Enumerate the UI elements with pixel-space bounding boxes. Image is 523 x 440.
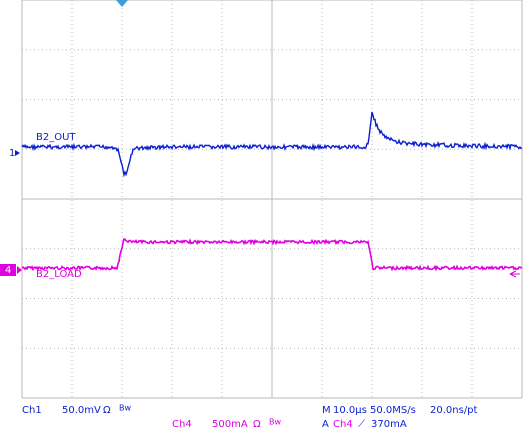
ch4-marker: 4	[5, 265, 11, 276]
timebase-horizontal: 10.0µs	[333, 405, 367, 416]
trigger-slope: ⟋	[358, 419, 365, 430]
trigger-source: Ch4	[333, 419, 353, 430]
ch1-waveform	[21, 111, 523, 178]
trigger-level: 370mA	[371, 419, 407, 430]
timebase-resolution: 20.0ns/pt	[430, 405, 478, 416]
ch1-bandwidth: Bw	[119, 404, 131, 413]
ch1-arrow	[15, 150, 20, 156]
ch4-name: Ch4	[172, 419, 192, 430]
ch1-marker: 1	[9, 148, 15, 159]
trigger-level-marker	[509, 270, 520, 278]
ch1-name: Ch1	[22, 405, 42, 416]
trigger-position	[116, 0, 128, 7]
ch4-readout: Ch4 500mA Ω Bw	[172, 418, 281, 431]
ch4-arrow	[17, 266, 22, 274]
ch4-impedance: Ω	[253, 419, 261, 430]
ch4-scale: 500mA	[212, 419, 248, 430]
ch4-waveform	[21, 237, 523, 272]
ch1-label: B2_OUT	[36, 132, 76, 143]
ch1-readout: Ch1 50.0mV Ω Bw	[22, 404, 131, 417]
ch1-impedance: Ω	[103, 405, 111, 416]
ch4-label: B2_LOAD	[36, 269, 82, 280]
ch4-marker-box	[0, 264, 16, 276]
graticule	[21, 0, 523, 399]
ch1-scale: 50.0mV	[62, 405, 101, 416]
timebase-sample-rate: 50.0MS/s	[370, 405, 416, 416]
ch4-bandwidth: Bw	[269, 418, 281, 427]
timebase-prefix: M	[322, 405, 331, 416]
trigger-prefix: A	[322, 419, 329, 430]
timebase-readout: M 10.0µs 50.0MS/s 20.0ns/pt A Ch4 ⟋ 370m…	[322, 405, 478, 430]
